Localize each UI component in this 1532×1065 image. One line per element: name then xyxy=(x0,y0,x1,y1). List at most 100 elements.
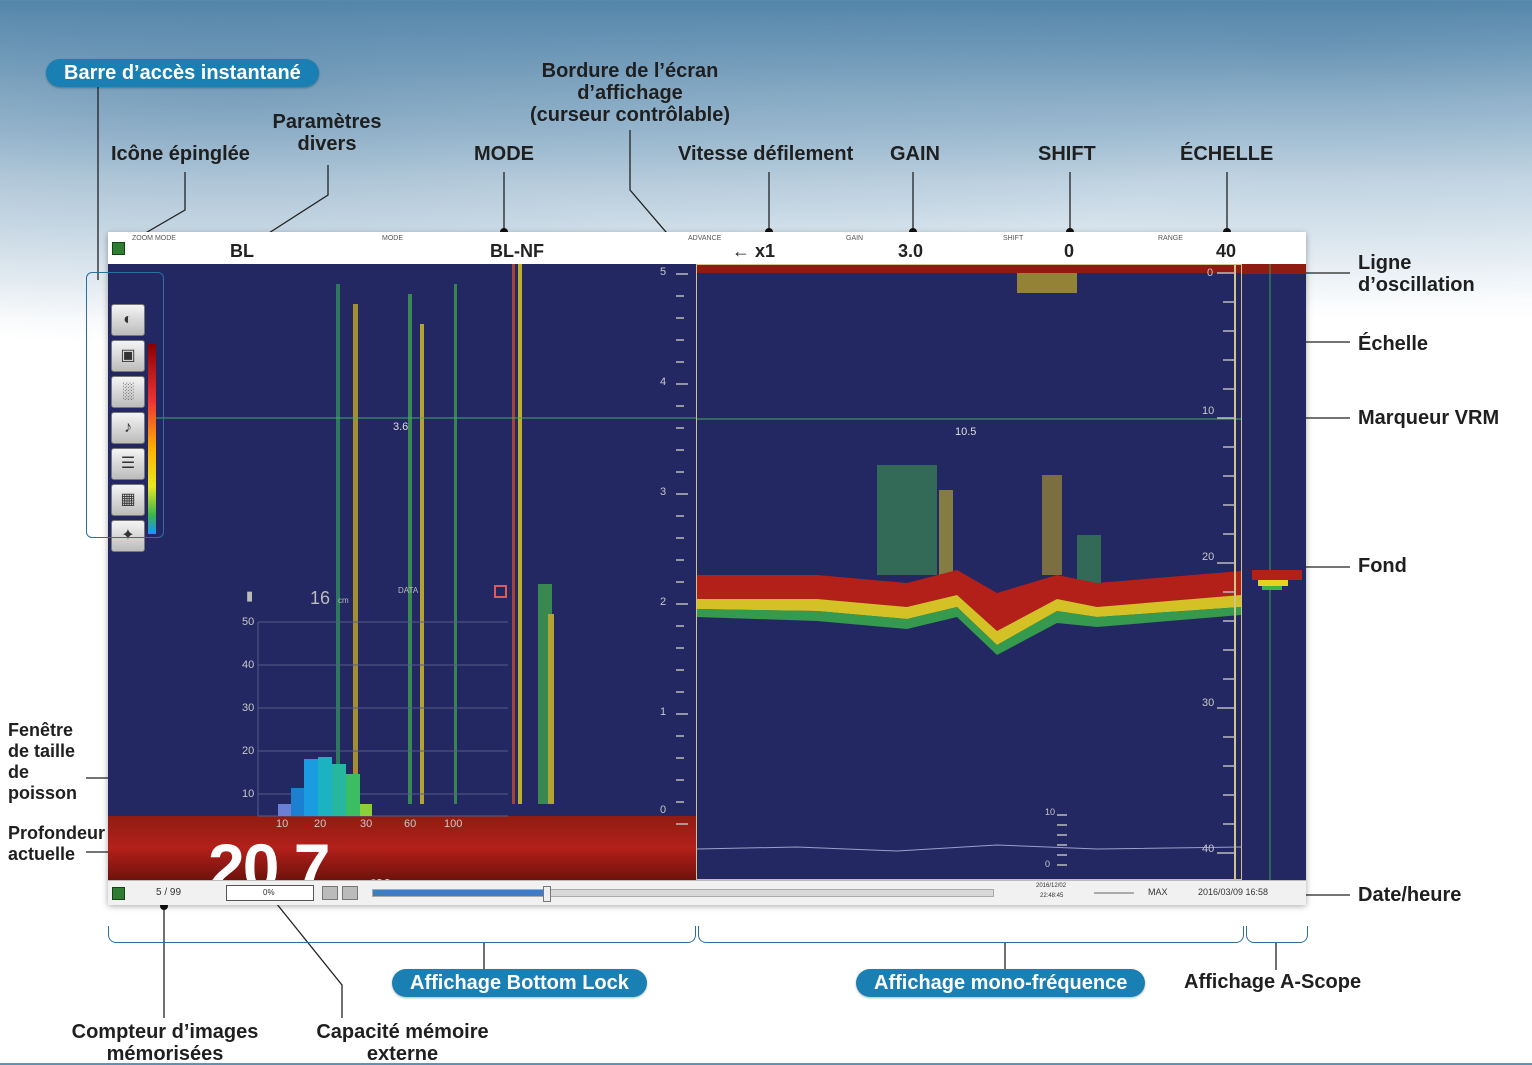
fish-size-line3: de xyxy=(8,762,30,782)
fish-finder-icon[interactable]: ◐ xyxy=(111,304,145,336)
vrm-value: 10.5 xyxy=(955,426,976,438)
max-label: MAX xyxy=(1148,887,1168,897)
fish-y-30: 30 xyxy=(242,702,255,714)
oscillation-line1: Ligne xyxy=(1358,252,1412,274)
fish-size-histogram xyxy=(257,585,508,817)
memory-line1: Capacité mémoire xyxy=(316,1021,489,1043)
quick-access-bar: ◐ ▣ ░ ♪ ☰ ▦ ✦ xyxy=(108,304,148,566)
bl-marker-value: 3.6 xyxy=(393,421,408,433)
zoom-mode-caption: ZOOM MODE xyxy=(132,235,176,242)
border-line2: d’affichage xyxy=(577,82,683,104)
fish-size-value: 16 xyxy=(310,588,331,608)
bottom-lock-bracket xyxy=(108,926,696,943)
playback-slider-handle[interactable] xyxy=(543,886,551,902)
gain-value[interactable]: 3.0 xyxy=(898,241,924,261)
shift-caption: SHIFT xyxy=(1003,235,1024,242)
small-date: 2016/12/02 xyxy=(1036,883,1067,889)
border-line3: (curseur contrôlable) xyxy=(529,104,731,126)
mode-caption: MODE xyxy=(382,235,403,242)
bottom-label: Fond xyxy=(1358,555,1407,577)
histogram-icon[interactable]: ░ xyxy=(111,376,145,408)
fish-y-10: 10 xyxy=(242,788,255,800)
range-value[interactable]: 40 xyxy=(1216,241,1237,261)
current-depth-label: Profondeur actuelle xyxy=(8,823,105,865)
mono-frequency-bracket xyxy=(698,926,1244,943)
bl-scale-4: 4 xyxy=(660,376,667,388)
pin-icon[interactable] xyxy=(112,242,125,255)
a-scope-label: Affichage A-Scope xyxy=(1184,971,1362,993)
memory-label: Capacité mémoire externe xyxy=(300,1021,505,1065)
image-counter-line2: mémorisées xyxy=(106,1043,224,1065)
fish-size-line2: de taille xyxy=(8,741,76,761)
bottom-lock-panel[interactable]: 3.6 5 4 3 2 1 0 xyxy=(108,264,696,880)
playback-icon[interactable] xyxy=(342,886,358,900)
bl-echo-graphic: 3.6 xyxy=(108,264,696,880)
status-bar: ZOOM MODE BL MODE BL-NF ADVANCE ← x1 GAI… xyxy=(108,232,1306,264)
advance-caption: ADVANCE xyxy=(688,235,722,242)
display-icon[interactable]: ▣ xyxy=(111,340,145,372)
save-icon[interactable]: ▦ xyxy=(111,484,145,516)
current-depth-line1: Profondeur xyxy=(8,823,105,843)
bl-scale-5: 5 xyxy=(660,266,667,278)
misc-params-label: Paramètres divers xyxy=(262,111,392,155)
memory-value: 0% xyxy=(263,888,275,897)
border-label: Bordure de l’écran d’affichage (curseur … xyxy=(520,60,740,126)
fish-size-window[interactable]: ▮ 16 cm DATA 50 40 30 20 10 10 20 30 60 … xyxy=(238,582,518,830)
fish-data-label: DATA xyxy=(398,586,419,595)
mono-echo-graphic: 10.5 xyxy=(697,265,1241,879)
fish-size-line4: poisson xyxy=(8,783,78,803)
advance-value[interactable]: ← x1 xyxy=(732,241,776,261)
small-time: 22:48:45 xyxy=(1040,893,1064,899)
mode-value[interactable]: BL-NF xyxy=(490,241,544,261)
a-scope-panel[interactable] xyxy=(1242,264,1306,880)
fish-window-icon[interactable]: ▮ xyxy=(246,588,254,603)
fish-size-line1: Fenêtre xyxy=(8,720,74,740)
speed-slider[interactable] xyxy=(1094,892,1134,894)
quick-access-highlight xyxy=(86,272,164,538)
current-depth-unit: m xyxy=(370,869,393,880)
interference-icon[interactable]: ☰ xyxy=(111,448,145,480)
fish-size-label: Fenêtre de taille de poisson xyxy=(8,720,77,804)
shift-value[interactable]: 0 xyxy=(1064,241,1075,261)
memory-line2: externe xyxy=(366,1043,439,1065)
tools-icon[interactable]: ✦ xyxy=(111,520,145,552)
mini-scale-0: 0 xyxy=(1045,859,1051,869)
sounder-screen: ZOOM MODE BL MODE BL-NF ADVANCE ← x1 GAI… xyxy=(108,232,1306,905)
fish-y-20: 20 xyxy=(242,745,255,757)
shift-label: SHIFT xyxy=(1038,143,1096,165)
mode-label: MODE xyxy=(474,143,534,165)
bottom-lock-pill: Affichage Bottom Lock xyxy=(392,969,647,997)
bottom-status-bar: 5 / 99 0% 2016/12/02 22:48:45 MAX 2016/0… xyxy=(108,880,1306,905)
fish-y-40: 40 xyxy=(242,659,255,671)
range-label: ÉCHELLE xyxy=(1180,143,1274,165)
image-counter-label: Compteur d’images mémorisées xyxy=(60,1021,270,1065)
zoom-mode-value[interactable]: BL xyxy=(230,241,254,261)
mono-scale-0: 0 xyxy=(1207,267,1214,279)
gain-label: GAIN xyxy=(890,143,940,165)
fish-size-unit: cm xyxy=(338,596,349,605)
camera-icon[interactable] xyxy=(322,886,338,900)
oscillation-label: Ligne d’oscillation xyxy=(1358,252,1475,296)
mono-frequency-panel[interactable]: 10.5 xyxy=(696,264,1242,880)
pinned-icon-label: Icône épinglée xyxy=(111,143,250,165)
playback-slider-fill xyxy=(373,890,547,896)
fish-x-60: 60 xyxy=(404,818,417,830)
playback-slider[interactable] xyxy=(372,886,994,902)
bottom-pin-icon[interactable] xyxy=(112,887,125,900)
fish-x-20: 20 xyxy=(314,818,327,830)
image-counter: 5 / 99 xyxy=(156,887,182,898)
vrm-label: Marqueur VRM xyxy=(1358,407,1500,429)
current-depth-line2: actuelle xyxy=(8,844,76,864)
fish-y-50: 50 xyxy=(242,616,255,628)
fish-x-10: 10 xyxy=(276,818,289,830)
misc-params-line2: divers xyxy=(297,133,357,155)
mono-scale-40: 40 xyxy=(1202,843,1215,855)
scroll-speed-label: Vitesse défilement xyxy=(678,143,854,165)
a-scope-bracket xyxy=(1246,926,1308,943)
scale-label: Échelle xyxy=(1358,333,1429,355)
bl-scale-2: 2 xyxy=(660,596,667,608)
datetime-value: 2016/03/09 16:58 xyxy=(1198,887,1269,897)
fish-x-100: 100 xyxy=(444,818,463,830)
image-counter-line1: Compteur d’images xyxy=(71,1021,259,1043)
speaker-icon[interactable]: ♪ xyxy=(111,412,145,444)
